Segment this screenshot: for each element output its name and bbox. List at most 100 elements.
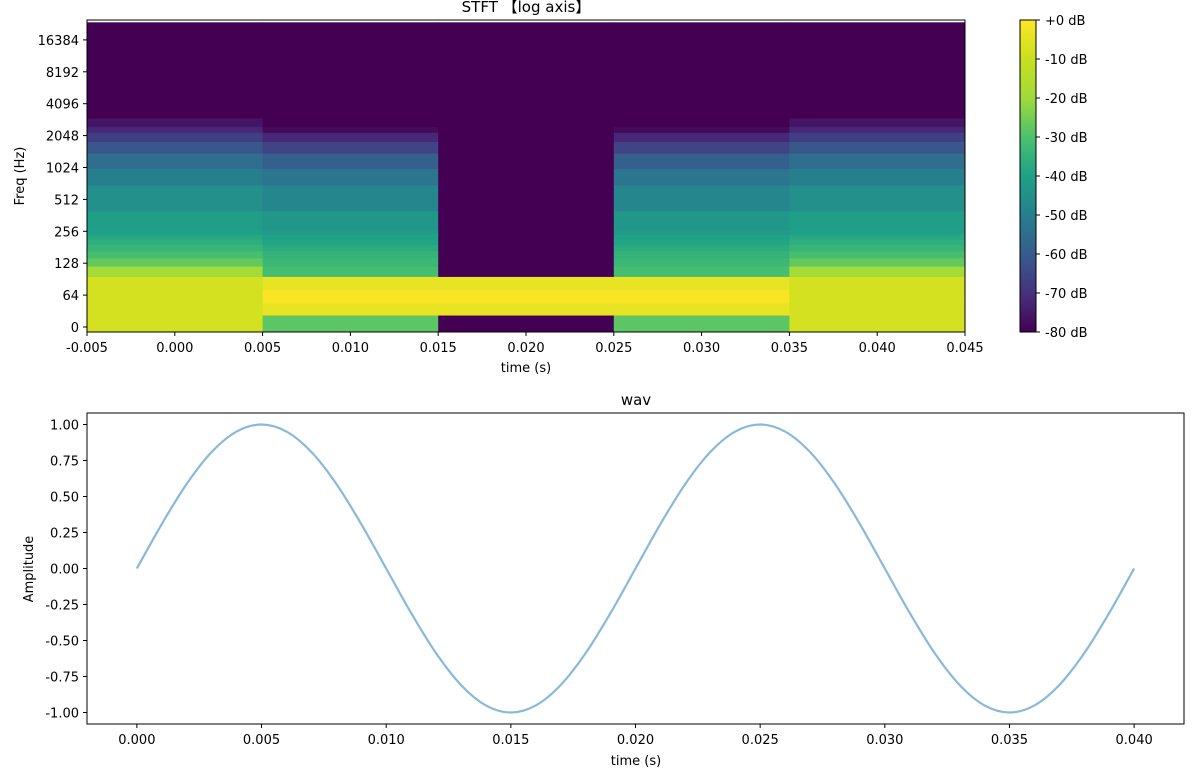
heatmap-cell <box>438 126 615 133</box>
y-tick-label: 16384 <box>38 34 79 49</box>
heatmap-cell <box>438 229 615 235</box>
y-tick-label: 0.75 <box>50 455 79 470</box>
x-tick-label: 0.030 <box>683 341 720 356</box>
stft-y-axis: 0 64 128 256 512 1024 2048 4096 8192 16384 <box>38 34 87 336</box>
stft-title: STFT 【log axis】 <box>462 0 591 16</box>
colorbar-tick-label: -10 dB <box>1045 53 1088 68</box>
heatmap-cell <box>438 22 615 96</box>
colorbar-tick-label: -40 dB <box>1045 170 1088 185</box>
heatmap-cell <box>613 22 790 96</box>
heatmap-cell <box>262 289 439 304</box>
y-tick-label: 1024 <box>46 162 79 177</box>
wav-y-axis: 1.00 0.75 0.50 0.25 0.00 -0.25 -0.50 -0.75 -1.00 <box>45 419 87 721</box>
x-tick-label: 0.005 <box>244 341 281 356</box>
heatmap-cell <box>438 153 615 170</box>
heatmap-cell <box>87 94 264 119</box>
x-tick-label: 0.010 <box>332 341 369 356</box>
x-tick-label: 0.035 <box>991 733 1028 748</box>
heatmap-cell <box>438 315 615 333</box>
y-tick-label: 2048 <box>46 130 79 145</box>
heatmap-cell <box>87 257 264 267</box>
heatmap-cell <box>438 132 615 143</box>
heatmap-cell <box>87 126 264 133</box>
heatmap-cell <box>262 185 439 212</box>
heatmap-cell <box>87 22 264 96</box>
wav-panel: wav 0.000 0.005 0.010 0.015 0.020 0.025 0.030 0… <box>22 391 1185 769</box>
heatmap-cell <box>262 276 439 291</box>
y-tick-label: 4096 <box>46 98 79 113</box>
heatmap-cell <box>789 126 966 133</box>
heatmap-cell <box>438 185 615 212</box>
heatmap-cell <box>789 315 966 333</box>
x-tick-label: 0.015 <box>420 341 457 356</box>
wav-series-line <box>135 423 1136 714</box>
heatmap-cell <box>613 132 790 143</box>
x-tick-label: 0.035 <box>771 341 808 356</box>
heatmap-cell <box>789 210 966 231</box>
heatmap-cell <box>438 303 615 316</box>
heatmap-cell <box>613 315 790 333</box>
x-tick-label: -0.005 <box>66 341 108 356</box>
x-tick-label: 0.025 <box>595 341 632 356</box>
colorbar-tick-label: -30 dB <box>1045 131 1088 146</box>
heatmap-cell <box>262 126 439 133</box>
heatmap-cell <box>262 229 439 235</box>
y-tick-label: 8192 <box>46 66 79 81</box>
y-tick-label: 128 <box>54 257 79 272</box>
heatmap-cell <box>87 239 264 246</box>
heatmap-cell <box>789 185 966 212</box>
heatmap-cell <box>438 239 615 246</box>
wav-x-axis: 0.000 0.005 0.010 0.015 0.020 0.025 0.030 0.035… <box>118 724 1153 748</box>
heatmap-cell <box>613 234 790 240</box>
y-tick-label: 0 <box>71 321 79 336</box>
colorbar-tick-label: -70 dB <box>1045 287 1088 302</box>
heatmap-cell <box>438 244 615 252</box>
heatmap-cell <box>789 153 966 170</box>
colorbar-tick-label: -60 dB <box>1045 248 1088 263</box>
heatmap-cell <box>789 266 966 277</box>
heatmap-cell <box>789 229 966 235</box>
x-tick-label: 0.000 <box>156 341 193 356</box>
stft-heatmap <box>87 22 966 333</box>
heatmap-cell <box>438 250 615 259</box>
x-tick-label: 0.015 <box>492 733 529 748</box>
heatmap-cell <box>87 168 264 186</box>
heatmap-cell <box>438 266 615 277</box>
heatmap-cell <box>789 168 966 186</box>
heatmap-cell <box>789 118 966 127</box>
heatmap-cell <box>262 239 439 246</box>
x-tick-label: 0.005 <box>243 733 280 748</box>
heatmap-cell <box>789 132 966 143</box>
y-tick-label: 0.00 <box>50 563 79 578</box>
heatmap-cell <box>438 257 615 267</box>
heatmap-cell <box>789 239 966 246</box>
heatmap-cell <box>438 94 615 119</box>
heatmap-cell <box>262 168 439 186</box>
heatmap-cell <box>262 250 439 259</box>
x-tick-label: 0.020 <box>617 733 654 748</box>
heatmap-cell <box>438 118 615 127</box>
y-tick-label: 64 <box>62 289 79 304</box>
heatmap-cell <box>87 266 264 277</box>
heatmap-cell <box>789 244 966 252</box>
heatmap-cell <box>262 210 439 231</box>
heatmap-cell <box>262 244 439 252</box>
heatmap-cell <box>613 239 790 246</box>
y-tick-label: -0.50 <box>45 634 79 649</box>
heatmap-cell <box>87 185 264 212</box>
colorbar: +0 dB -10 dB -20 dB -30 dB -40 dB -50 dB -60 d… <box>1019 14 1088 341</box>
heatmap-cell <box>262 303 439 316</box>
heatmap-cell <box>438 141 615 154</box>
heatmap-cell <box>262 132 439 143</box>
wav-y-label: Amplitude <box>22 536 37 603</box>
heatmap-cell <box>262 315 439 333</box>
heatmap-cell <box>87 141 264 154</box>
stft-x-label: time (s) <box>501 361 551 376</box>
heatmap-cell <box>262 266 439 277</box>
heatmap-cell <box>262 22 439 96</box>
heatmap-cell <box>613 303 790 316</box>
heatmap-cell <box>438 168 615 186</box>
heatmap-cell <box>789 303 966 316</box>
heatmap-cell <box>613 126 790 133</box>
